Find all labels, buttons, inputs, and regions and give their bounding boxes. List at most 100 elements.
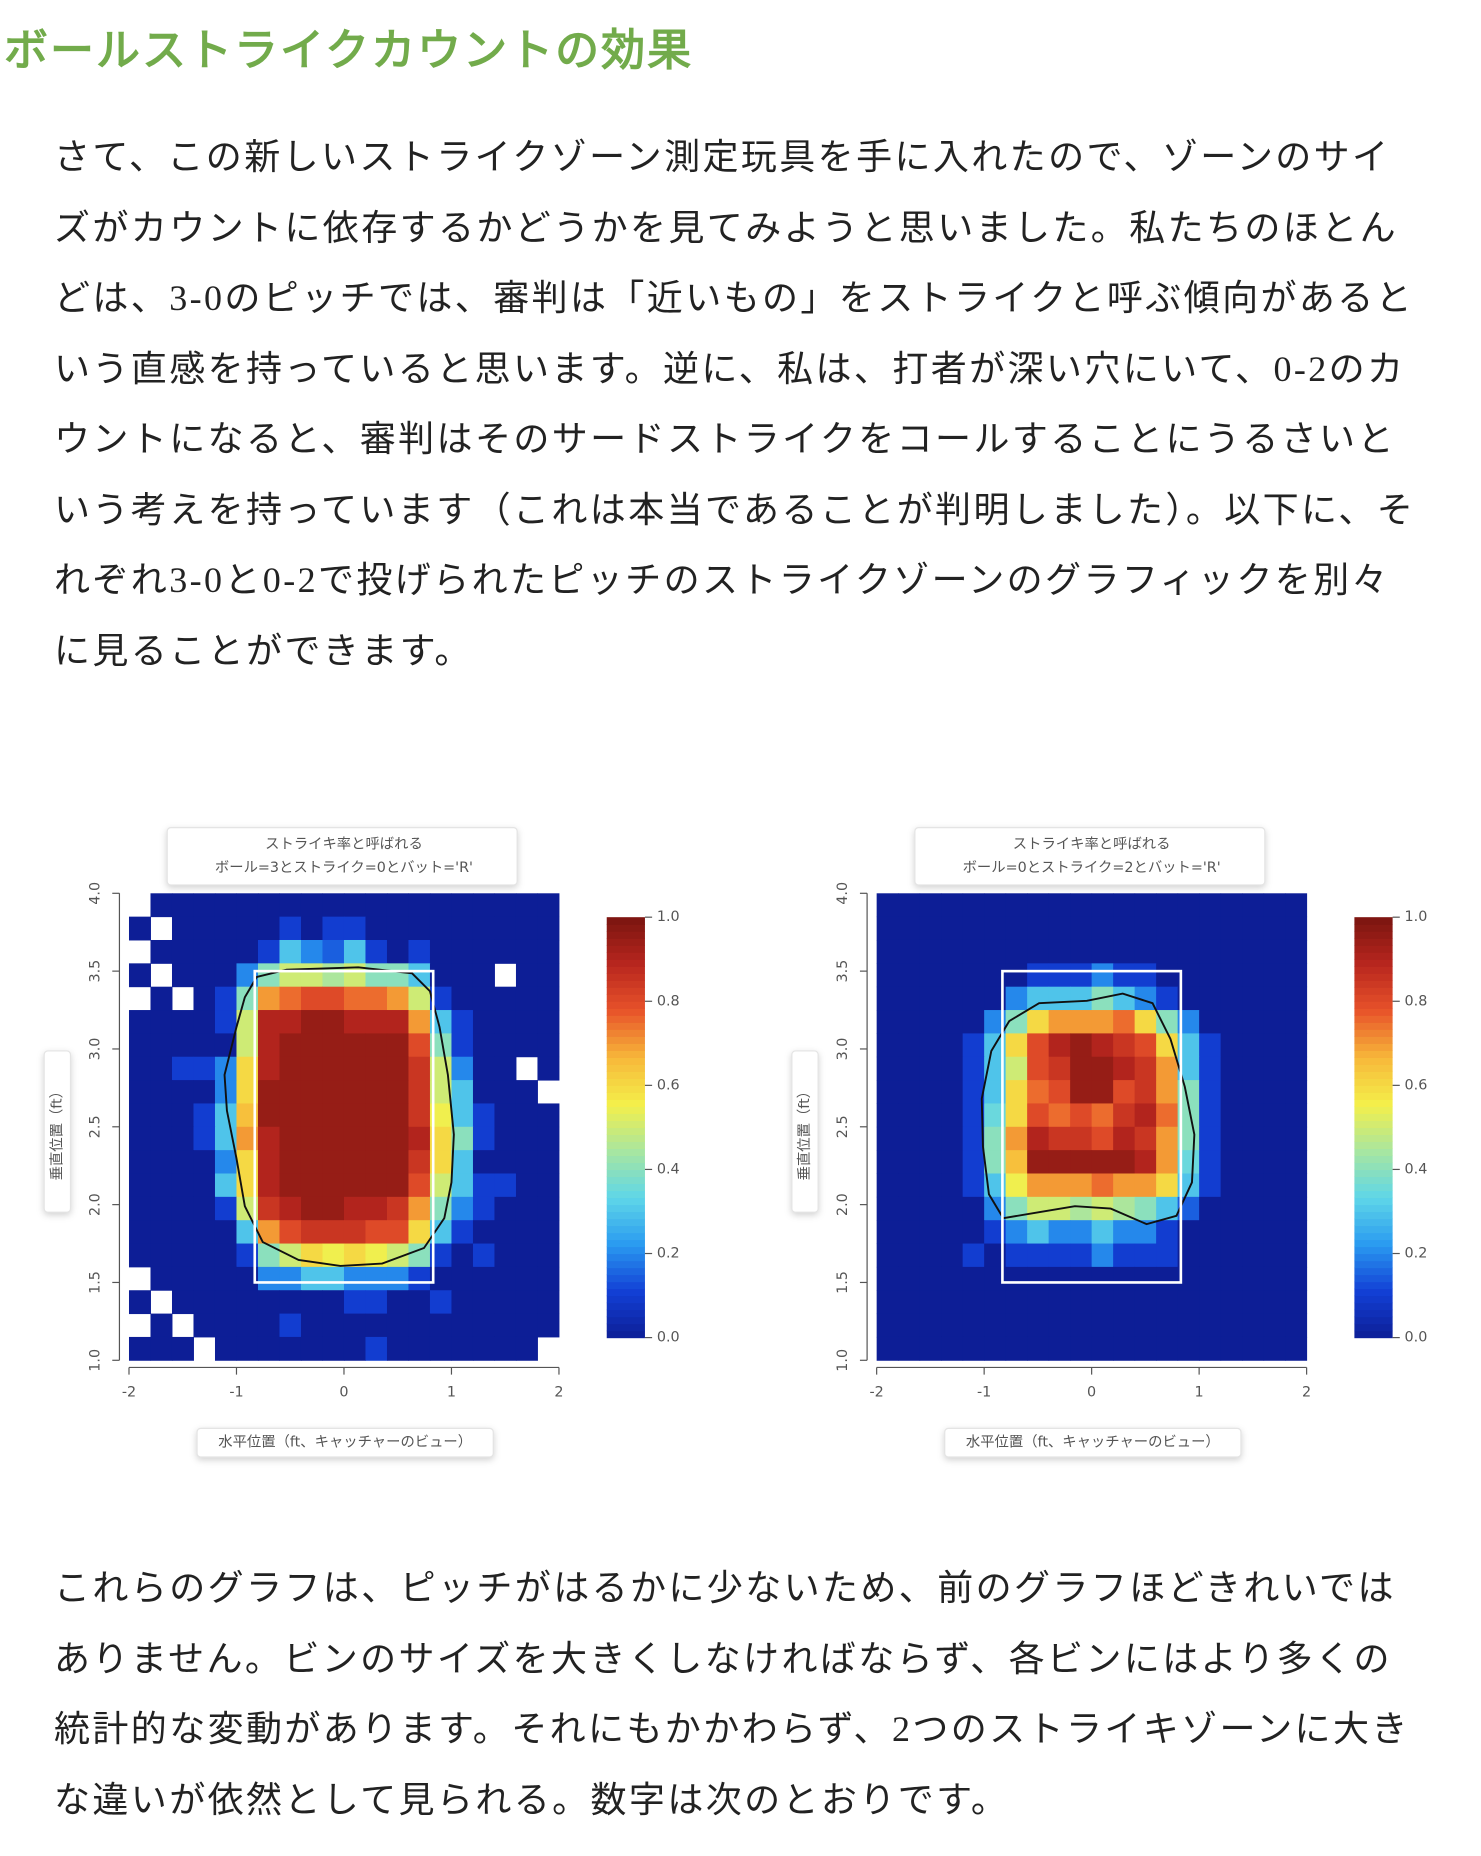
- heatmap-cell: [919, 1173, 942, 1198]
- heatmap-cell: [1027, 916, 1050, 941]
- heatmap-cell: [962, 1103, 985, 1128]
- heatmap-cell: [343, 986, 366, 1011]
- heatmap-cell: [1199, 963, 1222, 988]
- heatmap-cell: [1091, 963, 1114, 988]
- heatmap-cell: [515, 1290, 538, 1315]
- heatmap-cell: [322, 1150, 345, 1174]
- heatmap-cell: [1048, 893, 1071, 918]
- heatmap-cell: [128, 1336, 151, 1361]
- heatmap-cell: [1242, 1103, 1265, 1128]
- colorbar-segment: [1354, 1204, 1393, 1213]
- colorbar-tick-label: 1.0: [1405, 909, 1428, 925]
- heatmap-cell: [214, 1173, 237, 1198]
- heatmap-cell: [472, 1010, 495, 1034]
- heatmap-cell: [128, 1220, 151, 1245]
- colorbar-segment: [606, 1218, 645, 1227]
- heatmap-cell: [343, 1103, 366, 1128]
- heatmap-cell: [537, 1220, 560, 1245]
- heatmap-cell: [876, 1173, 899, 1198]
- colorbar-segment: [1354, 1064, 1393, 1072]
- heatmap-cell: [128, 1010, 151, 1034]
- heatmap-cell: [257, 1313, 280, 1338]
- heatmap-cell: [472, 1033, 495, 1058]
- heatmap-cell: [1113, 1103, 1136, 1128]
- heatmap-cell: [322, 1080, 345, 1104]
- heatmap-cell: [1027, 963, 1050, 988]
- heatmap-cell: [451, 1126, 474, 1151]
- heatmap-cell: [919, 1126, 942, 1151]
- heatmap-cell: [193, 1243, 216, 1268]
- heatmap-cell: [472, 1266, 495, 1291]
- heatmap-cell: [343, 1033, 366, 1058]
- heatmap-cell: [1285, 1080, 1308, 1104]
- heatmap-cell: [1220, 1196, 1243, 1221]
- heatmap-cell: [537, 986, 560, 1011]
- heatmap-cell: [898, 1033, 921, 1058]
- heatmap-cell: [279, 986, 302, 1011]
- heatmap-cell: [1199, 1150, 1222, 1174]
- heatmap-cell: [537, 1056, 560, 1081]
- heatmap-cell: [941, 963, 964, 988]
- colorbar-segment: [606, 1064, 645, 1072]
- heatmap-cell: [408, 1266, 431, 1291]
- heatmap-cell: [365, 986, 388, 1011]
- colorbar-segment: [1354, 1260, 1393, 1269]
- heatmap-cell: [984, 1173, 1007, 1198]
- heatmap-cell: [322, 1313, 345, 1338]
- x-tick-label: -1: [229, 1385, 243, 1401]
- heatmap-cell: [876, 916, 899, 941]
- colorbar-segment: [606, 1288, 645, 1297]
- heatmap-cell: [300, 1056, 323, 1081]
- colorbar-segment: [1354, 1071, 1393, 1079]
- heatmap-cell: [171, 1033, 194, 1058]
- heatmap-cell: [1113, 986, 1136, 1011]
- colorbar-segment: [1354, 1029, 1393, 1037]
- colorbar-segment: [606, 1092, 645, 1100]
- heatmap-cell: [1027, 1313, 1050, 1338]
- heatmap-cell: [494, 1150, 517, 1174]
- heatmap-cell: [984, 963, 1007, 988]
- heatmap-cell: [300, 1266, 323, 1291]
- heatmap-cell: [1242, 1313, 1265, 1338]
- colorbar-segment: [1354, 966, 1393, 974]
- heatmap-cell: [214, 916, 237, 941]
- y-tick-label: 4.0: [88, 882, 104, 905]
- heatmap-cell: [214, 1010, 237, 1034]
- heatmap-cell: [1242, 986, 1265, 1011]
- heatmap-cell: [1220, 1033, 1243, 1058]
- colorbar-segment: [606, 1155, 645, 1164]
- heatmap-cell: [1048, 1056, 1071, 1081]
- heatmap-cell: [919, 1080, 942, 1104]
- heatmap-cell: [515, 1150, 538, 1174]
- heatmap-cell: [1134, 1033, 1157, 1058]
- heatmap-cell: [343, 1336, 366, 1361]
- heatmap-cell: [1091, 1033, 1114, 1058]
- heatmap-cell: [365, 939, 388, 964]
- heatmap-cell: [236, 1080, 259, 1104]
- heatmap-cell: [279, 916, 302, 941]
- heatmap-cell: [128, 916, 151, 941]
- colorbar-tick-label: 0.6: [1405, 1077, 1428, 1093]
- heatmap-cell: [1199, 1290, 1222, 1315]
- heatmap-cell: [515, 1033, 538, 1058]
- heatmap-cell: [515, 893, 538, 918]
- section-title: ボールストライクカウントの効果: [4, 26, 694, 75]
- heatmap-cell: [1048, 1266, 1071, 1291]
- heatmap-cell: [150, 1220, 173, 1245]
- heatmap-cell: [1070, 1103, 1093, 1128]
- heatmap-cell: [214, 1313, 237, 1338]
- heatmap-cell: [1285, 1150, 1308, 1174]
- colorbar-segment: [606, 1015, 645, 1023]
- heatmap-cell: [1177, 1056, 1200, 1081]
- heatmap-cell: [1242, 1150, 1265, 1174]
- heatmap-cell: [1005, 1150, 1028, 1174]
- heatmap-cell: [1005, 1243, 1028, 1268]
- x-tick-label: 2: [1302, 1385, 1311, 1401]
- heatmap-cell: [257, 1243, 280, 1268]
- heatmap-cell: [171, 893, 194, 918]
- heatmap-cell: [1113, 1033, 1136, 1058]
- heatmap-cell: [150, 1266, 173, 1291]
- heatmap-cell: [962, 1126, 985, 1151]
- heatmap-cell: [898, 1056, 921, 1081]
